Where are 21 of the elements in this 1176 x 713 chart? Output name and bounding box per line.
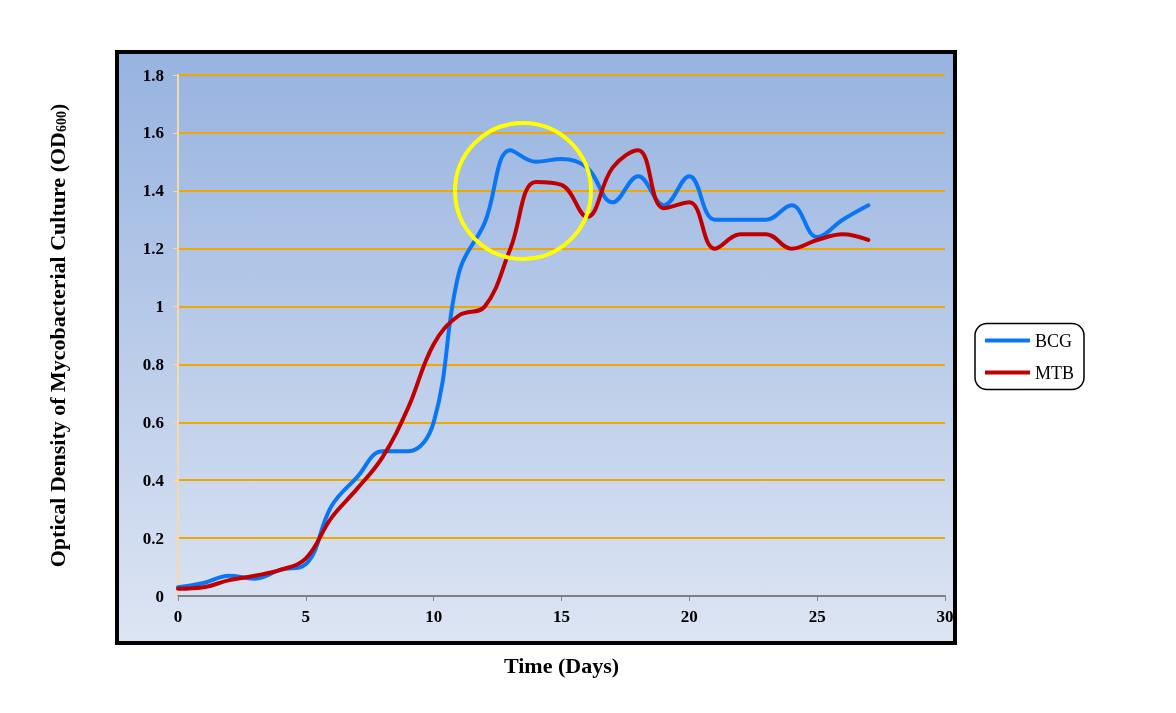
y-tick-label: 1 [155,297,164,317]
y-tick-label: 1.4 [142,181,165,201]
y-tick-label: 0 [155,586,164,606]
x-tick-label: 20 [680,607,698,626]
y-tick-label: 1.6 [142,123,164,143]
x-axis-title: Time (Days) [503,652,620,678]
y-tick-label: 1.2 [142,239,164,259]
y-tick-label: 0.2 [142,528,164,548]
x-tick-label: 15 [553,607,570,626]
y-tick-label: 0.6 [142,412,164,432]
x-tick-label: 0 [173,607,183,626]
y-axis-title: Optical Density of Mycobacterial Culture (OD600) [44,103,70,568]
y-tick-label: 0.8 [142,354,164,374]
x-tick-label: 30 [936,607,954,626]
x-tick-label: 5 [301,607,311,626]
x-tick-label: 25 [808,607,826,626]
y-tick-label: 1.8 [142,65,164,85]
x-tick-label: 10 [425,607,443,626]
legend-label: MTB [1034,362,1075,383]
legend-label: BCG [1034,330,1073,351]
y-tick-label: 0.4 [142,470,165,490]
